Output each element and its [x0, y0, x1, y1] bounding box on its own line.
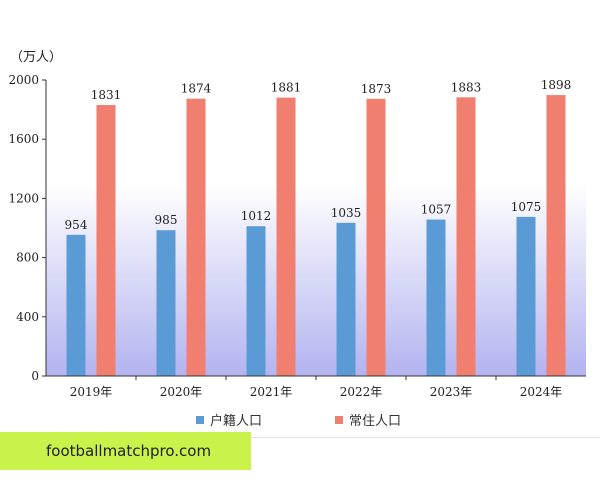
y-tick-label: 0: [31, 369, 39, 383]
data-label: 1873: [361, 82, 392, 96]
legend-swatch: [196, 416, 204, 424]
x-tick-label: 2019年: [70, 385, 113, 399]
y-axis-unit-label: （万人）: [10, 50, 62, 65]
y-tick-label: 800: [16, 251, 39, 265]
x-tick-label: 2023年: [430, 385, 473, 399]
data-label: 954: [65, 218, 88, 232]
x-tick-label: 2020年: [160, 385, 203, 399]
bar: [546, 95, 566, 376]
bar: [276, 97, 296, 376]
x-tick-label: 2021年: [250, 385, 293, 399]
data-label: 1883: [451, 80, 482, 94]
y-tick-label: 1600: [8, 132, 39, 146]
data-label: 985: [155, 213, 178, 227]
legend-label: 常住人口: [349, 414, 401, 429]
bar: [456, 97, 476, 376]
data-label: 1881: [271, 81, 302, 95]
watermark-banner: footballmatchpro.com: [0, 432, 251, 470]
bar-chart: （万人） 0 400 800 1200 1600 2000 2019年 2020年 2021年…: [8, 50, 586, 429]
data-label: 1831: [91, 88, 122, 102]
bar: [516, 216, 536, 376]
x-tick-label: 2024年: [520, 385, 563, 399]
bar: [426, 219, 446, 376]
y-tick-label: 1200: [8, 191, 39, 205]
bar: [366, 98, 386, 377]
data-label: 1057: [421, 203, 452, 217]
data-label: 1075: [511, 200, 542, 214]
bar: [186, 98, 206, 376]
legend-swatch: [335, 416, 343, 424]
data-label: 1898: [541, 78, 572, 92]
y-tick-label: 2000: [8, 73, 39, 87]
bar: [66, 234, 86, 376]
y-tick-label: 400: [16, 310, 39, 324]
legend-label: 户籍人口: [210, 413, 262, 429]
bar: [336, 222, 356, 376]
bar: [96, 105, 116, 377]
x-tick-label: 2022年: [340, 385, 383, 399]
plot-background: [46, 80, 586, 376]
data-label: 1035: [331, 206, 362, 220]
data-label: 1012: [241, 209, 272, 223]
data-label: 1874: [181, 82, 212, 96]
bar: [156, 230, 176, 376]
divider: [0, 437, 600, 438]
bar: [246, 226, 266, 376]
